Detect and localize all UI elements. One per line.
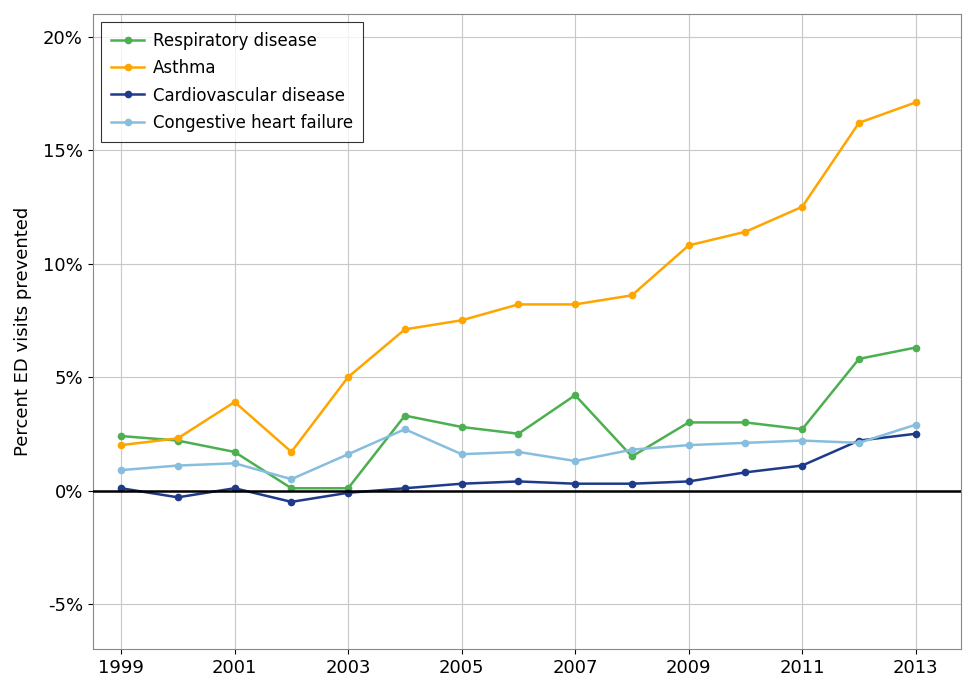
Respiratory disease [229,448,241,456]
Cardiovascular disease [286,498,297,506]
Congestive heart failure [229,459,241,467]
Respiratory disease [513,430,525,438]
Cardiovascular disease [740,468,752,477]
Respiratory disease [342,484,354,493]
Asthma [229,398,241,406]
Asthma [853,119,865,127]
Asthma [626,291,638,299]
Cardiovascular disease [172,493,183,502]
Cardiovascular disease [229,484,241,493]
Congestive heart failure [513,448,525,456]
Cardiovascular disease [910,430,921,438]
Respiratory disease [286,484,297,493]
Asthma [569,301,581,309]
Legend: Respiratory disease, Asthma, Cardiovascular disease, Congestive heart failure: Respiratory disease, Asthma, Cardiovascu… [101,22,363,142]
Asthma [115,441,127,449]
Congestive heart failure [626,446,638,454]
Congestive heart failure [569,457,581,465]
Respiratory disease [569,391,581,399]
Respiratory disease [626,453,638,461]
Asthma [797,202,808,211]
Cardiovascular disease [853,437,865,445]
Respiratory disease [910,343,921,352]
Asthma [172,434,183,442]
Respiratory disease [853,354,865,363]
Cardiovascular disease [682,477,694,486]
Asthma [455,316,467,325]
Cardiovascular disease [797,462,808,470]
Respiratory disease [172,437,183,445]
Respiratory disease [115,432,127,440]
Congestive heart failure [853,439,865,447]
Congestive heart failure [740,439,752,447]
Cardiovascular disease [342,489,354,497]
Congestive heart failure [342,450,354,458]
Cardiovascular disease [569,480,581,488]
Respiratory disease [740,418,752,426]
Respiratory disease [455,423,467,431]
Cardiovascular disease [455,480,467,488]
Cardiovascular disease [513,477,525,486]
Congestive heart failure [910,421,921,429]
Respiratory disease [797,425,808,433]
Congestive heart failure [115,466,127,474]
Asthma [740,227,752,236]
Asthma [342,373,354,381]
Asthma [910,98,921,106]
Cardiovascular disease [626,480,638,488]
Congestive heart failure [797,437,808,445]
Congestive heart failure [399,425,410,433]
Line: Asthma: Asthma [117,99,919,456]
Congestive heart failure [172,462,183,470]
Congestive heart failure [455,450,467,458]
Congestive heart failure [286,475,297,483]
Cardiovascular disease [115,484,127,493]
Line: Congestive heart failure: Congestive heart failure [117,421,919,483]
Congestive heart failure [682,441,694,449]
Y-axis label: Percent ED visits prevented: Percent ED visits prevented [14,207,32,456]
Asthma [399,325,410,334]
Asthma [513,301,525,309]
Line: Cardiovascular disease: Cardiovascular disease [117,430,919,506]
Line: Respiratory disease: Respiratory disease [117,343,919,492]
Respiratory disease [682,418,694,426]
Asthma [286,448,297,456]
Asthma [682,241,694,249]
Cardiovascular disease [399,484,410,493]
Respiratory disease [399,411,410,419]
